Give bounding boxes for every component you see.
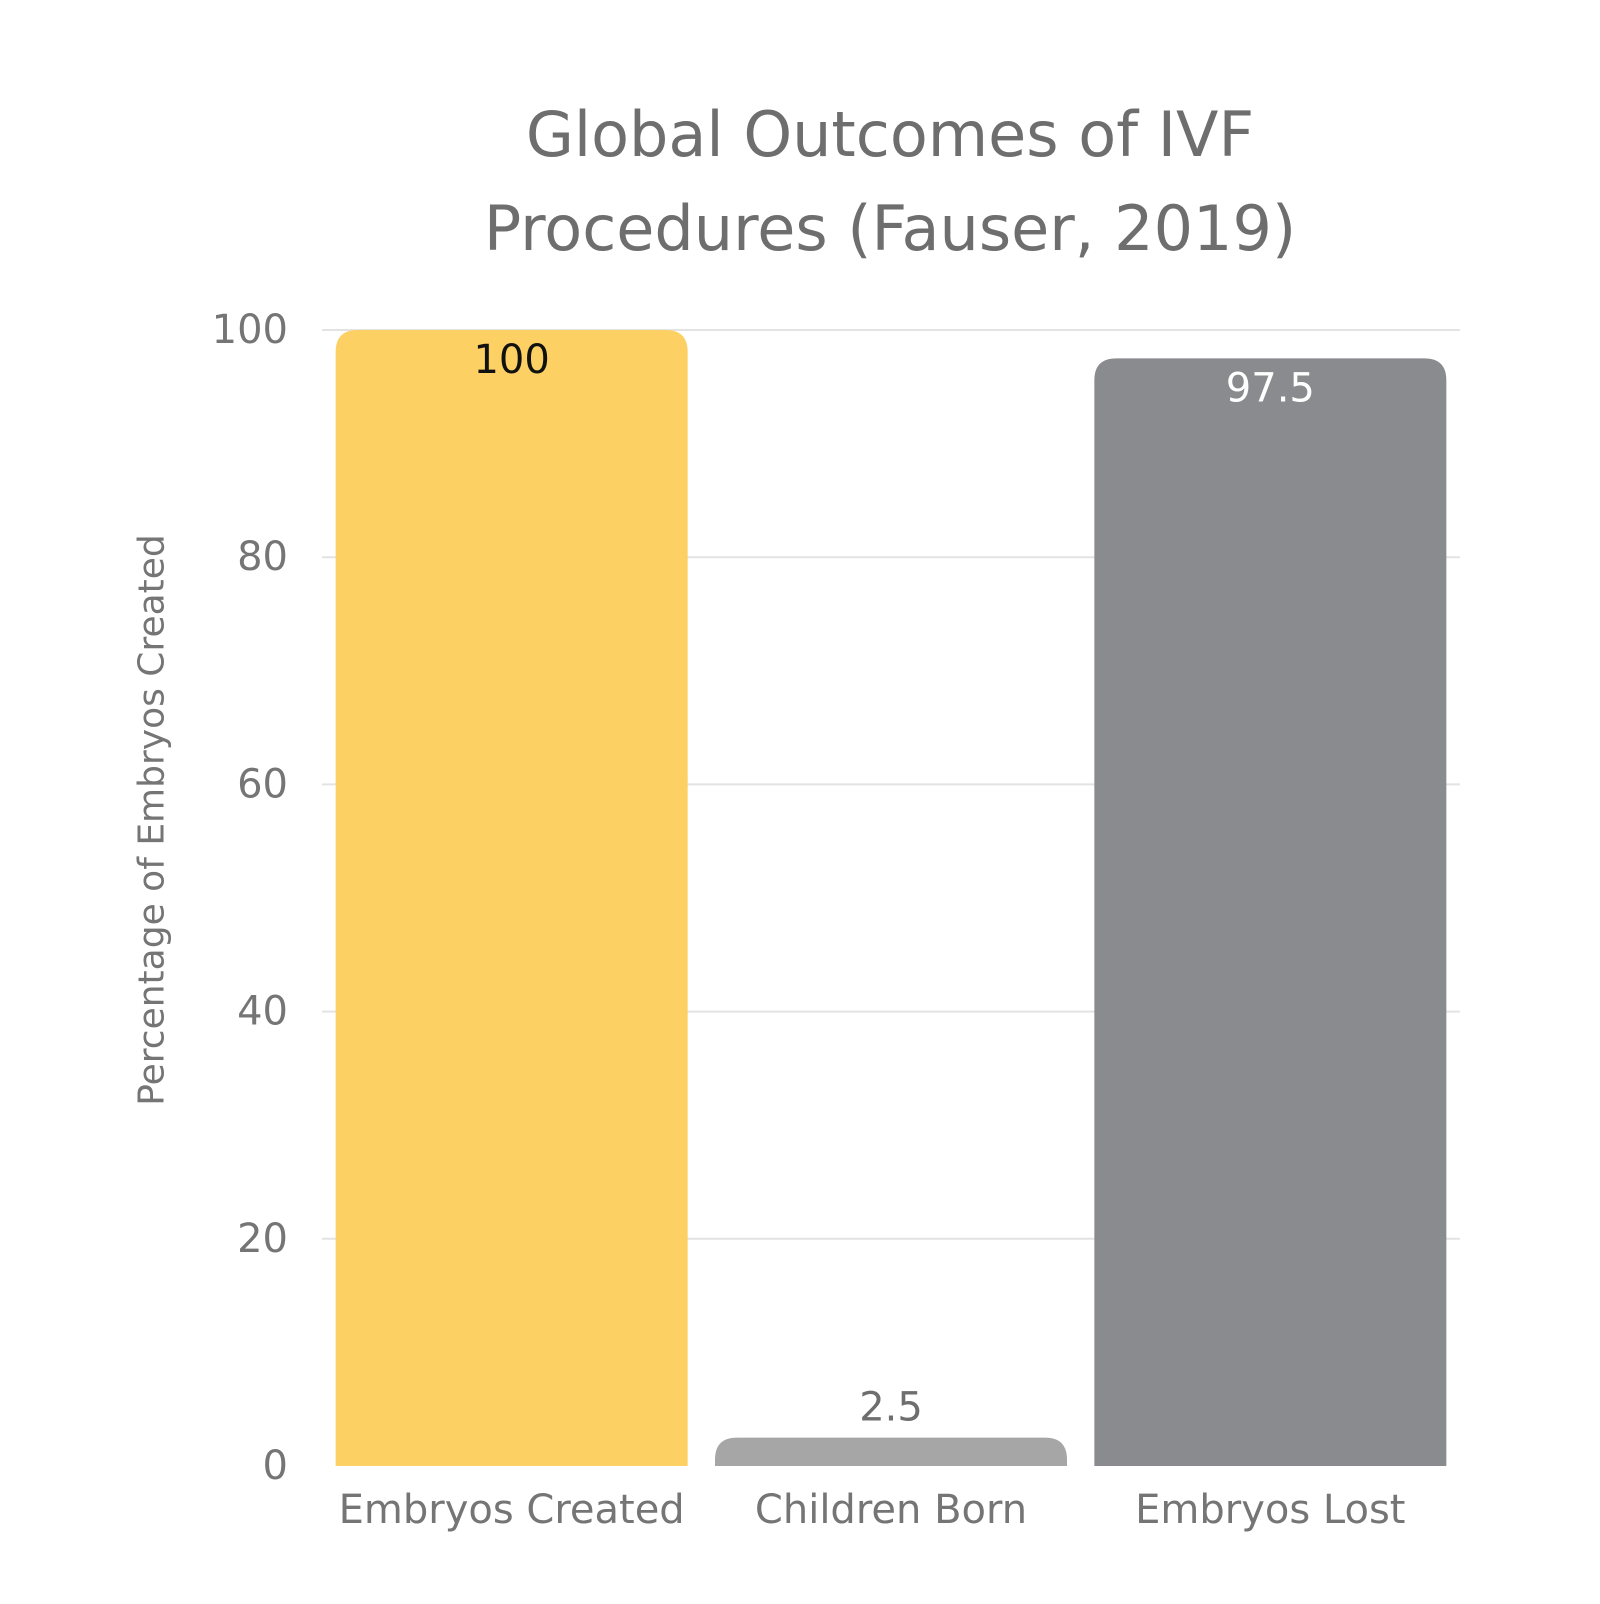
y-tick-label-80: 80	[237, 534, 288, 580]
y-tick-label-60: 60	[237, 761, 288, 807]
y-tick-label-20: 20	[237, 1216, 288, 1262]
x-tick-label-2: Embryos Lost	[1135, 1487, 1405, 1533]
x-tick-label-0: Embryos Created	[339, 1487, 685, 1533]
bar-2	[1094, 358, 1447, 1466]
data-label-2: 97.5	[1226, 365, 1315, 411]
y-tick-label-40: 40	[237, 989, 288, 1035]
bar-0	[335, 330, 688, 1466]
y-tick-label-0: 0	[263, 1443, 288, 1489]
data-label-1: 2.5	[859, 1385, 923, 1431]
bar-1	[715, 1437, 1067, 1466]
data-label-0: 100	[473, 337, 549, 383]
y-axis-label: Percentage of Embryos Created	[131, 534, 173, 1106]
chart-title: Global Outcomes of IVF Procedures (Fause…	[483, 98, 1297, 265]
y-tick-label-100: 100	[212, 307, 288, 353]
x-tick-label-1: Children Born	[755, 1487, 1027, 1533]
